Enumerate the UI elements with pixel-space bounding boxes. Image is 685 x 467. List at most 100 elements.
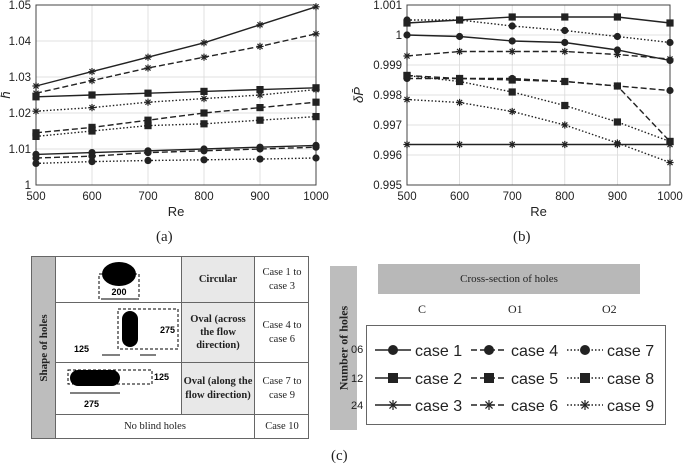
x-tick-label: 1000 [657, 191, 683, 203]
y-tick-label: 0.998 [373, 90, 402, 102]
series-line-case-1 [35, 144, 317, 156]
data-point [144, 156, 152, 165]
data-point [312, 30, 320, 38]
data-point [88, 152, 96, 160]
x-tick-label: 500 [26, 191, 45, 203]
dim-label: 275 [160, 325, 175, 335]
y-tick-label: 1.01 [9, 144, 31, 156]
legend-marker [580, 400, 590, 410]
data-point [32, 89, 40, 97]
dim-label: 275 [84, 399, 99, 409]
series-line-case-9 [35, 88, 317, 112]
legend-label: case 9 [607, 398, 654, 415]
legend-label: case 2 [415, 371, 462, 388]
data-point [256, 116, 264, 124]
caption-c: (c) [331, 448, 348, 464]
shape-table: Shape of holes 200 Circular Case 1 to ca… [31, 256, 309, 439]
data-point [144, 149, 152, 157]
number-of-holes-header: Number of holes [330, 266, 357, 430]
x-axis-label: Re [530, 204, 547, 219]
data-point [88, 91, 96, 99]
data-point [256, 21, 264, 29]
data-point [200, 156, 208, 164]
caption-a: (a) [156, 229, 173, 245]
series-line-case-6 [406, 50, 671, 60]
data-point [32, 132, 40, 140]
dim-label: 200 [111, 287, 126, 297]
data-point [508, 76, 516, 84]
series-line-case-4 [407, 77, 671, 92]
legend-header: Cross-section of holes [378, 264, 640, 294]
data-point [144, 53, 152, 61]
y-tick-label: 1.05 [9, 0, 31, 12]
shape-header: Shape of holes [32, 257, 56, 438]
data-point [613, 118, 621, 126]
x-tick-label: 1000 [303, 191, 329, 203]
data-point [666, 38, 674, 47]
legend-column-c: C [418, 302, 427, 316]
series-line-case-6 [35, 33, 317, 94]
data-point [561, 140, 569, 149]
dim-label: 125 [74, 344, 89, 354]
circular-shape-drawing: 200 [56, 257, 182, 302]
data-point [508, 37, 516, 45]
y-tick-label: 1 [25, 180, 31, 192]
shape-name: Oval (across the flow direction) [182, 303, 255, 362]
y-tick-label: 0.996 [373, 150, 402, 162]
data-point [666, 137, 674, 146]
x-tick-label: 600 [450, 191, 469, 203]
data-point [256, 155, 264, 163]
y-tick-label: 1 [396, 30, 402, 42]
y-tick-label: 1.02 [9, 108, 31, 120]
data-point [561, 77, 569, 86]
data-point [613, 50, 621, 59]
data-point [32, 129, 40, 137]
legend-marker [484, 345, 494, 355]
x-tick-label: 600 [82, 191, 101, 203]
data-point [403, 71, 411, 80]
data-point [200, 53, 208, 61]
table-row: No blind holes Case 10 [56, 415, 309, 439]
shape-name: No blind holes [56, 415, 255, 439]
data-point [200, 39, 208, 47]
y-axis-label: h̄ [0, 91, 13, 98]
data-point [312, 113, 320, 121]
data-point [456, 16, 464, 24]
data-point [456, 77, 464, 86]
data-point [200, 109, 208, 117]
data-point [613, 32, 621, 41]
legend-marker [484, 400, 494, 410]
shape-name: Circular [182, 257, 255, 302]
data-point [200, 120, 208, 128]
x-tick-label: 800 [194, 191, 213, 203]
shape-cases: Case 10 [265, 421, 299, 433]
data-point [144, 64, 152, 72]
data-point [561, 101, 569, 110]
data-point [613, 139, 621, 147]
data-point [200, 87, 208, 95]
data-point [508, 13, 516, 21]
data-point [32, 107, 40, 115]
series-line-case-3 [35, 6, 317, 87]
legend-marker [388, 345, 398, 355]
plot-frame [406, 4, 671, 186]
legend-marker [580, 345, 590, 355]
table-row: 125 275 Oval (along the flow direction) … [56, 363, 309, 415]
data-point [32, 154, 40, 162]
y-tick-label: 1.001 [373, 0, 402, 12]
series-line-case-4 [35, 146, 317, 159]
legend-label: case 8 [607, 371, 654, 388]
y-axis-label: δP̄ [351, 87, 366, 103]
legend-column-o1: O1 [508, 302, 523, 316]
data-point [561, 38, 569, 47]
legend-label: case 1 [415, 343, 462, 360]
data-point [88, 77, 96, 85]
legend-label: case 3 [415, 398, 462, 415]
data-point [666, 19, 674, 27]
data-point [456, 32, 464, 41]
table-row: 275 125 Oval (across the flow direction)… [56, 303, 309, 363]
data-point [456, 98, 464, 107]
data-point [256, 86, 264, 94]
y-tick-label: 0.995 [373, 180, 402, 192]
data-point [403, 16, 411, 24]
